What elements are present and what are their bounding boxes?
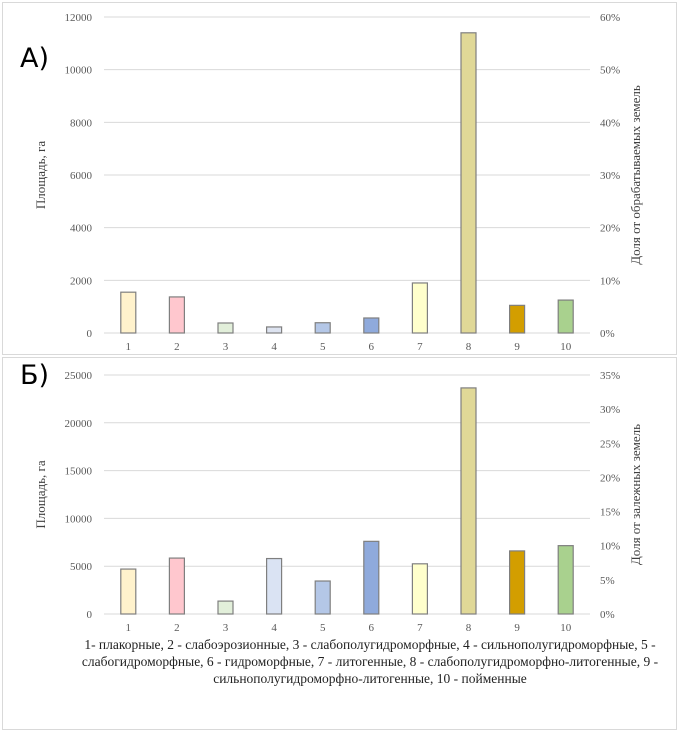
bar (266, 326, 283, 334)
bar (120, 568, 137, 615)
bar (168, 296, 185, 334)
y2-axis-title: Доля от обрабатываемых земель (628, 85, 643, 265)
y2-tick-label: 20% (600, 223, 620, 235)
y2-tick-label: 0% (600, 328, 615, 340)
x-tick-label: 4 (271, 341, 277, 353)
x-tick-label: 1 (126, 622, 132, 634)
bar (168, 557, 185, 615)
bar (509, 550, 526, 615)
x-tick-label: 5 (320, 341, 326, 353)
x-tick-label: 3 (223, 622, 229, 634)
bar (411, 282, 428, 334)
y-tick-label: 0 (87, 609, 93, 621)
x-tick-label: 8 (466, 341, 472, 353)
y-axis-title: Площадь, га (33, 460, 48, 529)
bar (217, 322, 234, 334)
panel-label-b: Б) (20, 360, 50, 391)
y2-tick-label: 20% (600, 472, 620, 484)
y-tick-label: 0 (87, 328, 93, 340)
bar (557, 545, 574, 615)
y-tick-label: 25000 (65, 370, 93, 382)
bar (509, 304, 526, 334)
chart-a: 0 2000 4000 6000 8000 10000 12000 0% 10% 20% 30% 40… (33, 12, 643, 353)
y2-axis-title: Доля от залежных земель (628, 424, 643, 565)
x-tick-label: 2 (174, 341, 180, 353)
x-tick-label: 10 (560, 622, 572, 634)
y-tick-label: 10000 (65, 513, 93, 525)
y-axis-title: Площадь, га (33, 141, 48, 210)
y2-tick-label: 60% (600, 12, 620, 24)
y2-tick-label: 10% (600, 541, 620, 553)
figure-caption: 1- плакорные, 2 - слабоэрозионные, 3 - с… (81, 637, 659, 686)
bar (217, 600, 234, 615)
y-tick-label: 5000 (70, 561, 93, 573)
x-tick-label: 10 (560, 341, 572, 353)
x-tick-label: 9 (514, 622, 520, 634)
x-tick-label: 8 (466, 622, 472, 634)
y-tick-label: 12000 (65, 12, 93, 24)
y2-tick-label: 35% (600, 370, 620, 382)
y-tick-label: 6000 (70, 170, 93, 182)
y2-tick-label: 5% (600, 575, 615, 587)
y2-tick-label: 40% (600, 117, 620, 129)
y-tick-label: 20000 (65, 418, 93, 430)
bar (557, 299, 574, 334)
x-tick-label: 7 (417, 622, 423, 634)
x-tick-label: 7 (417, 341, 423, 353)
bar (460, 32, 477, 334)
chart-b-frame (2, 357, 677, 730)
y2-tick-label: 15% (600, 507, 620, 519)
y2-tick-label: 25% (600, 438, 620, 450)
x-tick-label: 2 (174, 622, 180, 634)
y2-tick-label: 10% (600, 275, 620, 287)
x-tick-label: 4 (271, 622, 277, 634)
x-tick-label: 6 (369, 622, 375, 634)
y-tick-label: 4000 (70, 223, 93, 235)
bar (314, 322, 331, 334)
y-tick-label: 8000 (70, 117, 93, 129)
y2-tick-label: 0% (600, 609, 615, 621)
y2-tick-label: 30% (600, 404, 620, 416)
bar (411, 563, 428, 615)
bar (363, 540, 380, 615)
y-tick-label: 15000 (65, 466, 93, 478)
bar (266, 557, 283, 615)
x-tick-label: 1 (126, 341, 132, 353)
x-tick-label: 3 (223, 341, 229, 353)
bar (314, 580, 331, 615)
y2-tick-label: 50% (600, 65, 620, 77)
panel-label-a: А) (20, 43, 50, 74)
chart-a-frame (2, 2, 677, 355)
x-tick-label: 6 (369, 341, 375, 353)
bar (460, 387, 477, 615)
bar (120, 291, 137, 334)
y-tick-label: 2000 (70, 275, 93, 287)
x-tick-label: 9 (514, 341, 520, 353)
x-tick-label: 5 (320, 622, 326, 634)
bar (363, 317, 380, 334)
y-tick-label: 10000 (65, 65, 93, 77)
y2-tick-label: 30% (600, 170, 620, 182)
